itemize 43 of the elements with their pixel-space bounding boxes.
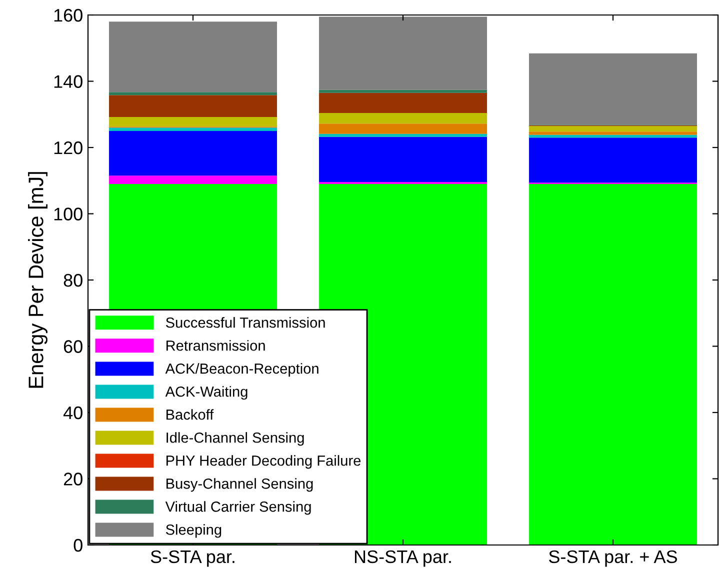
y-axis-title: Energy Per Device [mJ]	[28, 172, 48, 388]
bar	[529, 53, 697, 125]
x-tick-label: S-STA par. + AS	[548, 550, 677, 567]
legend-label: Retransmission	[166, 340, 265, 351]
legend-label: ACK/Beacon-Reception	[165, 363, 318, 377]
y-tick-label: 120	[54, 141, 82, 154]
bar	[529, 134, 697, 138]
bar	[109, 117, 277, 127]
legend-label: Backoff	[166, 409, 214, 420]
y-tick-label: 160	[54, 8, 82, 22]
y-tick-label: 60	[64, 340, 82, 353]
y-tick-label: 80	[64, 274, 82, 287]
legend-label: Virtual Carrier Sensing	[165, 501, 311, 515]
bar	[109, 176, 277, 184]
bar	[529, 132, 697, 135]
bar	[319, 92, 487, 114]
bar	[109, 95, 277, 118]
bar	[529, 126, 697, 132]
y-tick-label: 0	[74, 538, 82, 552]
bar	[109, 92, 277, 96]
bar	[319, 16, 487, 90]
bar	[319, 134, 487, 137]
bar	[529, 138, 697, 183]
bar	[109, 128, 277, 131]
bar	[319, 113, 487, 124]
bar	[319, 136, 487, 182]
bar	[109, 22, 277, 92]
legend-label: ACK-Waiting	[165, 386, 248, 400]
bar	[109, 130, 277, 176]
legend-label: Sleeping	[166, 524, 222, 538]
x-tick-label: S-STA par.	[150, 550, 234, 567]
legend-label: PHY Header Decoding Failure	[166, 455, 361, 469]
legend-label: Busy-Channel Sensing	[166, 478, 313, 492]
legend-label: Idle-Channel Sensing	[166, 432, 304, 446]
y-tick-label: 20	[64, 472, 82, 486]
y-tick-label: 40	[63, 406, 82, 420]
y-tick-label: 140	[54, 75, 82, 88]
x-tick-label: NS-STA par.	[354, 550, 451, 567]
bar	[529, 184, 697, 545]
bar	[319, 90, 487, 93]
y-tick-label: 100	[54, 208, 82, 220]
legend-label: Successful Transmission	[166, 317, 325, 328]
bar	[319, 124, 487, 134]
